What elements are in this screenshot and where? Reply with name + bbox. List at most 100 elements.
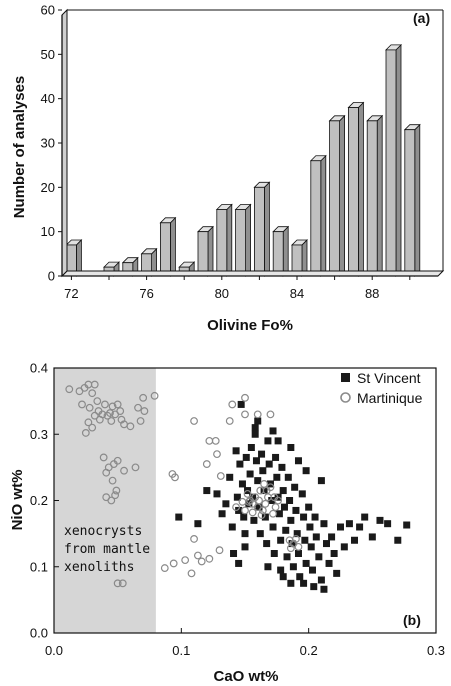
martinique-point: [113, 579, 122, 588]
st-vincent-point: [333, 569, 341, 577]
scatter-panel: xenocrysts from mantle xenoliths 0.00.10…: [9, 361, 445, 686]
martinique-point: [117, 415, 126, 424]
histogram-bar-side: [320, 154, 327, 277]
martinique-point: [95, 415, 104, 424]
histogram-bar-front: [216, 209, 228, 277]
histogram-bar-front: [235, 209, 247, 277]
st-vincent-point: [247, 444, 255, 451]
histogram-y-tick-label: 50: [41, 47, 55, 62]
st-vincent-point: [293, 530, 301, 538]
martinique-point: [85, 403, 94, 412]
st-vincent-point: [320, 520, 328, 528]
st-vincent-point: [277, 536, 285, 544]
st-vincent-point: [235, 506, 243, 514]
legend-st-vincent-label: St Vincent: [357, 370, 421, 386]
st-vincent-point: [228, 523, 236, 531]
st-vincent-point: [259, 467, 267, 475]
xenocryst-label-line-3: xenoliths: [64, 560, 134, 575]
martinique-point: [225, 417, 234, 425]
st-vincent-point: [320, 585, 328, 593]
martinique-point: [101, 400, 109, 409]
st-vincent-point: [280, 503, 288, 511]
martinique-point: [190, 535, 198, 543]
st-vincent-point: [269, 427, 277, 435]
histogram-bar: [253, 181, 271, 277]
st-vincent-point: [315, 553, 323, 561]
scatter-x-tick-label: 0.3: [427, 643, 445, 658]
st-vincent-point: [256, 530, 264, 538]
st-vincent-point: [263, 540, 271, 548]
st-vincent-point: [250, 516, 258, 524]
st-vincent-point: [308, 566, 316, 574]
martinique-point: [81, 429, 90, 437]
st-vincent-point: [264, 563, 272, 571]
histogram-left-wall: [61, 8, 68, 278]
st-vincent-points: [175, 400, 411, 593]
histogram-bar-side: [357, 101, 364, 277]
martinique-point: [108, 402, 117, 411]
st-vincent-point: [302, 467, 310, 475]
st-vincent-point: [278, 463, 286, 471]
st-vincent-point: [261, 513, 269, 521]
martinique-point: [205, 554, 214, 563]
st-vincent-point: [232, 447, 240, 455]
scatter-y-tick-label: 0.1: [30, 559, 48, 574]
histogram-y-tick-label: 30: [41, 136, 55, 151]
martinique-point: [140, 407, 149, 415]
martinique-point: [150, 391, 159, 400]
histogram-bar: [403, 123, 421, 277]
histogram-y-ticks: 0 10 20 30 40 50 60: [41, 3, 62, 284]
histogram-x-axis-title: Olivine Fo%: [207, 317, 293, 334]
martinique-point: [102, 468, 111, 477]
histogram-bar-side: [376, 114, 383, 277]
histogram-bar-front: [404, 129, 416, 277]
histogram-bar: [385, 43, 402, 277]
martinique-point: [238, 497, 247, 506]
histogram-bar-side: [282, 225, 289, 277]
st-vincent-point: [294, 457, 302, 465]
scatter-x-ticks: 0.0 0.1 0.2 0.3: [45, 628, 445, 658]
histogram-bar-front: [159, 222, 171, 277]
panel-label-b: (b): [403, 612, 421, 628]
histogram-y-tick-label: 0: [48, 269, 55, 284]
st-vincent-point: [255, 503, 263, 511]
st-vincent-point: [203, 487, 211, 495]
histogram-bar-front: [197, 231, 209, 277]
martinique-point: [262, 486, 271, 495]
martinique-point: [118, 579, 127, 588]
st-vincent-point: [222, 500, 230, 508]
martinique-point: [260, 480, 269, 488]
martinique-point: [106, 409, 114, 417]
xenocryst-label-line-2: from mantle: [64, 542, 150, 557]
st-vincent-point: [394, 536, 402, 544]
histogram-bar-side: [339, 114, 346, 277]
st-vincent-point: [265, 460, 273, 468]
st-vincent-point: [273, 473, 281, 481]
histogram-panel: 0 10 20 30 40 50 60 72 76 80 84 88 (a) Olivine Fo%…: [11, 3, 445, 334]
st-vincent-point: [310, 583, 318, 591]
st-vincent-point: [302, 559, 310, 567]
scatter-x-tick-label: 0.2: [300, 643, 318, 658]
st-vincent-point: [254, 477, 262, 485]
histogram-bar-side: [207, 225, 214, 277]
histogram-bar: [291, 239, 308, 277]
st-vincent-point: [268, 497, 276, 504]
histogram-bar-side: [245, 203, 252, 277]
st-vincent-point: [237, 400, 245, 408]
st-vincent-point: [282, 526, 290, 534]
st-vincent-point: [403, 521, 411, 529]
st-vincent-point: [294, 550, 302, 557]
martinique-point: [197, 557, 206, 566]
martinique-point: [90, 380, 99, 389]
martinique-point: [241, 506, 249, 515]
st-vincent-point: [376, 516, 384, 524]
histogram-bar-side: [263, 181, 270, 277]
st-vincent-point: [317, 576, 325, 584]
st-vincent-point: [306, 523, 314, 531]
martinique-point: [292, 535, 300, 543]
martinique-point: [116, 407, 125, 415]
martinique-point: [190, 417, 198, 425]
st-vincent-point: [283, 553, 291, 561]
martinique-point: [107, 496, 116, 505]
st-vincent-point: [230, 550, 238, 557]
